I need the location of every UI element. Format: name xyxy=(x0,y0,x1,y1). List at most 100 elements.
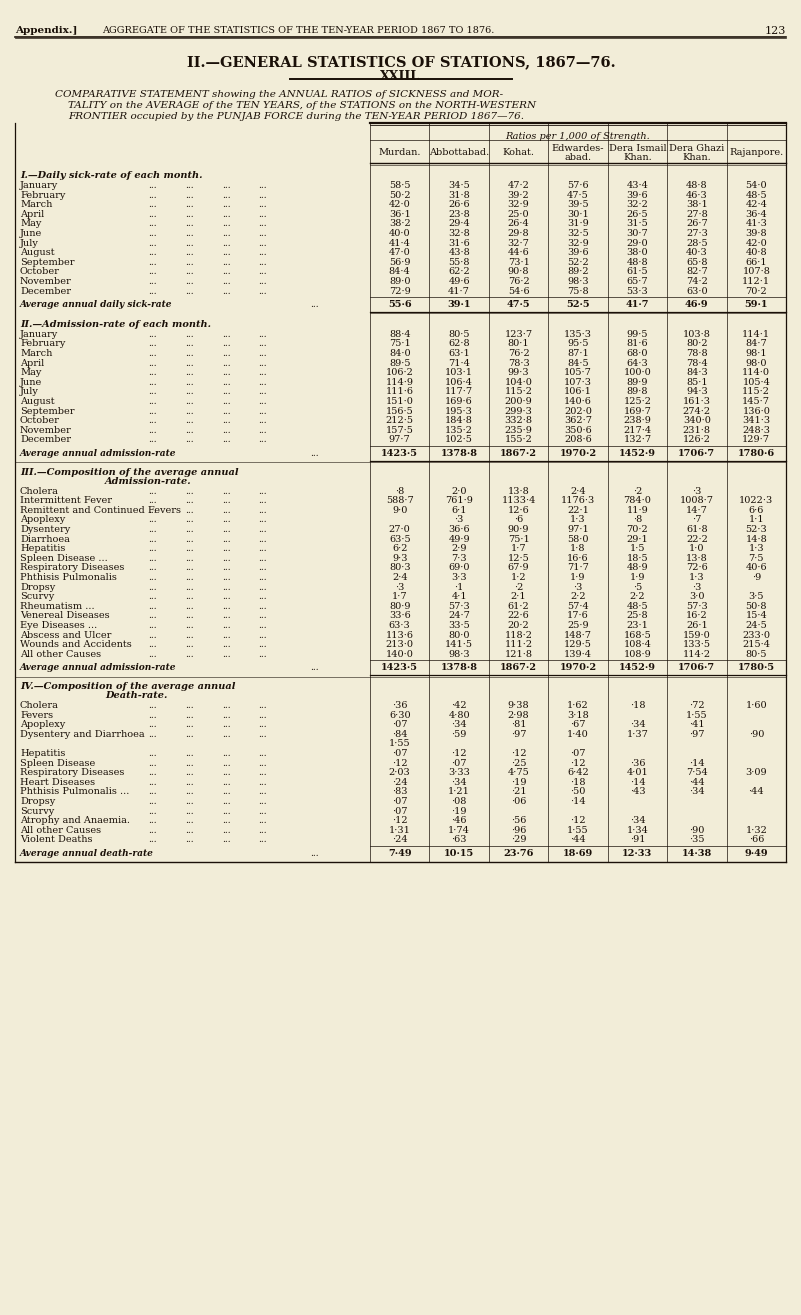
Text: 114·9: 114·9 xyxy=(386,377,413,387)
Text: 114·2: 114·2 xyxy=(682,650,711,659)
Text: July: July xyxy=(20,388,39,396)
Text: 62·2: 62·2 xyxy=(449,267,470,276)
Text: ...: ... xyxy=(185,339,194,348)
Text: 123: 123 xyxy=(765,26,786,36)
Text: 58·5: 58·5 xyxy=(389,181,410,189)
Text: Abscess and Ulcer: Abscess and Ulcer xyxy=(20,631,111,639)
Text: 4·1: 4·1 xyxy=(451,592,467,601)
Text: 105·4: 105·4 xyxy=(743,377,771,387)
Text: 14·8: 14·8 xyxy=(746,535,767,543)
Text: ...: ... xyxy=(185,397,194,406)
Text: 1780·5: 1780·5 xyxy=(738,663,775,672)
Text: ...: ... xyxy=(185,535,194,543)
Text: 48·8: 48·8 xyxy=(626,258,648,267)
Text: ...: ... xyxy=(185,277,194,285)
Text: 63·1: 63·1 xyxy=(449,348,470,358)
Text: ...: ... xyxy=(185,506,194,514)
Text: ·36: ·36 xyxy=(630,759,645,768)
Text: ·6: ·6 xyxy=(514,515,523,525)
Text: 80·9: 80·9 xyxy=(389,602,410,610)
Text: 55·6: 55·6 xyxy=(388,300,412,309)
Text: 49·6: 49·6 xyxy=(449,277,470,285)
Text: ...: ... xyxy=(222,759,231,768)
Text: ...: ... xyxy=(258,777,267,786)
Text: ...: ... xyxy=(185,721,194,730)
Text: 41·4: 41·4 xyxy=(388,238,411,247)
Text: ...: ... xyxy=(185,330,194,339)
Text: 129·7: 129·7 xyxy=(743,435,771,444)
Text: 18·69: 18·69 xyxy=(563,849,593,857)
Text: ...: ... xyxy=(222,817,231,826)
Text: 231·8: 231·8 xyxy=(683,426,710,435)
Text: Average annual admission-rate: Average annual admission-rate xyxy=(20,663,176,672)
Text: 108·4: 108·4 xyxy=(623,640,651,650)
Text: ...: ... xyxy=(258,650,267,659)
Text: 39·1: 39·1 xyxy=(448,300,471,309)
Text: 107·3: 107·3 xyxy=(564,377,592,387)
Text: Dysentery: Dysentery xyxy=(20,525,70,534)
Text: ...: ... xyxy=(185,426,194,435)
Text: ...: ... xyxy=(148,200,157,209)
Text: ...: ... xyxy=(310,663,319,672)
Text: August: August xyxy=(20,249,54,258)
Text: ...: ... xyxy=(258,200,267,209)
Text: 3·18: 3·18 xyxy=(567,710,589,719)
Text: ...: ... xyxy=(185,710,194,719)
Text: 133·5: 133·5 xyxy=(683,640,710,650)
Text: ...: ... xyxy=(258,759,267,768)
Text: 40·8: 40·8 xyxy=(746,249,767,258)
Text: ...: ... xyxy=(258,788,267,797)
Text: 2·98: 2·98 xyxy=(508,710,529,719)
Text: 125·2: 125·2 xyxy=(623,397,651,406)
Text: ...: ... xyxy=(222,359,231,368)
Text: 47·2: 47·2 xyxy=(508,181,529,189)
Text: ...: ... xyxy=(222,496,231,505)
Text: ...: ... xyxy=(258,602,267,610)
Text: April: April xyxy=(20,210,44,218)
Text: ...: ... xyxy=(222,602,231,610)
Text: 135·3: 135·3 xyxy=(564,330,592,339)
Text: ...: ... xyxy=(258,592,267,601)
Text: ·07: ·07 xyxy=(392,797,408,806)
Text: Scurvy: Scurvy xyxy=(20,806,54,815)
Text: 50·8: 50·8 xyxy=(746,602,767,610)
Text: 23·76: 23·76 xyxy=(503,849,533,857)
Text: ·07: ·07 xyxy=(392,806,408,815)
Text: 3·09: 3·09 xyxy=(746,768,767,777)
Text: ...: ... xyxy=(258,621,267,630)
Text: Diarrhoea: Diarrhoea xyxy=(20,535,70,543)
Text: 63·3: 63·3 xyxy=(388,621,411,630)
Text: ·90: ·90 xyxy=(749,730,764,739)
Text: 13·8: 13·8 xyxy=(508,487,529,496)
Text: ...: ... xyxy=(258,750,267,757)
Text: ...: ... xyxy=(258,826,267,835)
Text: ·3: ·3 xyxy=(692,487,702,496)
Text: 30·1: 30·1 xyxy=(567,210,589,218)
Text: ...: ... xyxy=(148,554,157,563)
Text: Phthisis Pulmonalis ...: Phthisis Pulmonalis ... xyxy=(20,788,130,797)
Text: 1706·7: 1706·7 xyxy=(678,448,715,458)
Text: ·67: ·67 xyxy=(570,721,586,730)
Text: Hepatitis: Hepatitis xyxy=(20,750,66,757)
Text: 235·9: 235·9 xyxy=(505,426,533,435)
Text: 31·8: 31·8 xyxy=(449,191,470,200)
Text: ...: ... xyxy=(185,359,194,368)
Text: ·3: ·3 xyxy=(574,583,582,592)
Text: ·8: ·8 xyxy=(395,487,405,496)
Text: 56·9: 56·9 xyxy=(389,258,410,267)
Text: ...: ... xyxy=(148,515,157,525)
Text: ...: ... xyxy=(258,249,267,258)
Text: 1·21: 1·21 xyxy=(449,788,470,797)
Text: ...: ... xyxy=(148,768,157,777)
Text: 74·2: 74·2 xyxy=(686,277,708,285)
Text: Average annual admission-rate: Average annual admission-rate xyxy=(20,448,176,458)
Text: 1970·2: 1970·2 xyxy=(559,663,597,672)
Text: 1·32: 1·32 xyxy=(746,826,767,835)
Text: ...: ... xyxy=(258,797,267,806)
Text: ...: ... xyxy=(258,267,267,276)
Text: ...: ... xyxy=(185,788,194,797)
Text: 7·3: 7·3 xyxy=(451,554,467,563)
Text: ...: ... xyxy=(258,631,267,639)
Text: ...: ... xyxy=(222,730,231,739)
Text: 14·7: 14·7 xyxy=(686,506,708,514)
